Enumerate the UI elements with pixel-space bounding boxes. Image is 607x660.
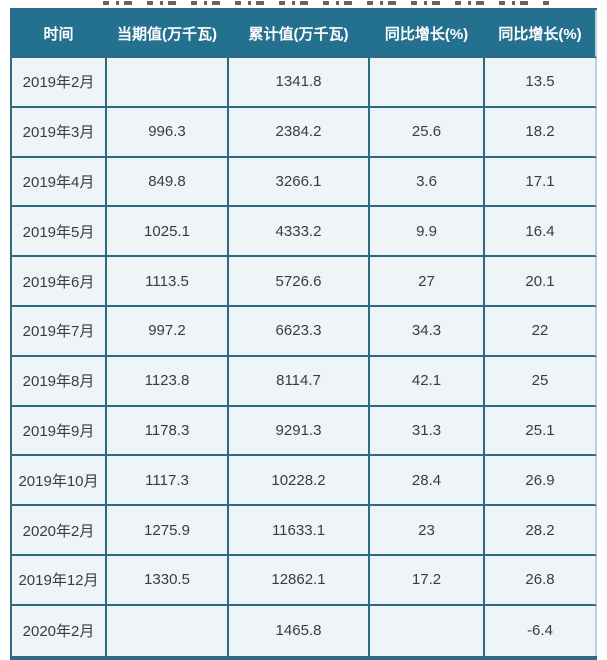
time-cell: 2019年3月: [12, 107, 107, 158]
table-row: 2019年5月 1025.1 4333.2 9.9 16.4: [12, 207, 597, 258]
value-cell: 849.8: [107, 157, 229, 208]
value-cell: 12862.1: [229, 555, 370, 606]
table-row: 2019年4月 849.8 3266.1 3.6 17.1: [12, 157, 597, 208]
table-row: 2019年12月 1330.5 12862.1 17.2 26.8: [12, 555, 597, 606]
value-cell: [107, 605, 229, 656]
value-cell: 11633.1: [229, 506, 370, 556]
table-header: 时间 当期值(万千瓦) 累计值(万千瓦) 同比增长(%) 同比增长(%): [12, 10, 597, 58]
value-cell: [370, 58, 485, 108]
value-cell: [370, 605, 485, 656]
table-row: 2020年2月 1465.8 -6.4: [12, 605, 597, 656]
column-header: 当期值(万千瓦): [107, 10, 229, 58]
value-cell: 1465.8: [229, 605, 370, 656]
header-row: 时间 当期值(万千瓦) 累计值(万千瓦) 同比增长(%) 同比增长(%): [12, 10, 597, 58]
table-row: 2020年2月 1275.9 11633.1 23 28.2: [12, 506, 597, 556]
value-cell: 17.2: [370, 555, 485, 606]
value-cell: 23: [370, 506, 485, 556]
value-cell: 34.3: [370, 306, 485, 357]
table-row: 2019年9月 1178.3 9291.3 31.3 25.1: [12, 406, 597, 457]
table-row: 2019年7月 997.2 6623.3 34.3 22: [12, 306, 597, 357]
value-cell: 996.3: [107, 107, 229, 158]
value-cell: 25.6: [370, 107, 485, 158]
value-cell: 22: [485, 306, 597, 357]
value-cell: 5726.6: [229, 257, 370, 307]
value-cell: 17.1: [485, 157, 597, 208]
cropped-title-text: [103, 1, 555, 5]
table-row: 2019年2月 1341.8 13.5: [12, 58, 597, 108]
value-cell: 9291.3: [229, 406, 370, 457]
time-cell: 2019年2月: [12, 58, 107, 108]
value-cell: 27: [370, 257, 485, 307]
value-cell: 8114.7: [229, 356, 370, 407]
value-cell: 25: [485, 356, 597, 407]
time-cell: 2019年6月: [12, 257, 107, 307]
time-cell: 2019年5月: [12, 207, 107, 258]
time-cell: 2019年9月: [12, 406, 107, 457]
table-body: 2019年2月 1341.8 13.5 2019年3月 996.3 2384.2 25.6 1…: [12, 58, 597, 656]
value-cell: -6.4: [485, 605, 597, 656]
value-cell: 1113.5: [107, 257, 229, 307]
column-header: 同比增长(%): [370, 10, 485, 58]
value-cell: 1117.3: [107, 456, 229, 507]
time-cell: 2019年10月: [12, 456, 107, 507]
value-cell: 26.9: [485, 456, 597, 507]
value-cell: 3.6: [370, 157, 485, 208]
value-cell: 1178.3: [107, 406, 229, 457]
table-row: 2019年10月 1117.3 10228.2 28.4 26.9: [12, 456, 597, 507]
time-cell: 2020年2月: [12, 605, 107, 656]
time-cell: 2019年7月: [12, 306, 107, 357]
column-header: 同比增长(%): [485, 10, 597, 58]
time-cell: 2019年4月: [12, 157, 107, 208]
time-cell: 2019年8月: [12, 356, 107, 407]
value-cell: 42.1: [370, 356, 485, 407]
data-table: 时间 当期值(万千瓦) 累计值(万千瓦) 同比增长(%) 同比增长(%) 2019年2月…: [10, 8, 597, 660]
value-cell: 13.5: [485, 58, 597, 108]
value-cell: 1341.8: [229, 58, 370, 108]
value-cell: 3266.1: [229, 157, 370, 208]
time-cell: 2019年12月: [12, 555, 107, 606]
value-cell: 20.1: [485, 257, 597, 307]
value-cell: 997.2: [107, 306, 229, 357]
table-row: 2019年8月 1123.8 8114.7 42.1 25: [12, 356, 597, 407]
value-cell: 18.2: [485, 107, 597, 158]
value-cell: 4333.2: [229, 207, 370, 258]
table-row: 2019年6月 1113.5 5726.6 27 20.1: [12, 257, 597, 307]
value-cell: 10228.2: [229, 456, 370, 507]
table-row: 2019年3月 996.3 2384.2 25.6 18.2: [12, 107, 597, 158]
value-cell: 6623.3: [229, 306, 370, 357]
time-cell: 2020年2月: [12, 506, 107, 556]
value-cell: 1275.9: [107, 506, 229, 556]
value-cell: [107, 58, 229, 108]
value-cell: 28.4: [370, 456, 485, 507]
value-cell: 1123.8: [107, 356, 229, 407]
value-cell: 25.1: [485, 406, 597, 457]
value-cell: 28.2: [485, 506, 597, 556]
value-cell: 1330.5: [107, 555, 229, 606]
value-cell: 26.8: [485, 555, 597, 606]
column-header: 时间: [12, 10, 107, 58]
value-cell: 9.9: [370, 207, 485, 258]
value-cell: 2384.2: [229, 107, 370, 158]
column-header: 累计值(万千瓦): [229, 10, 370, 58]
value-cell: 1025.1: [107, 207, 229, 258]
value-cell: 16.4: [485, 207, 597, 258]
value-cell: 31.3: [370, 406, 485, 457]
